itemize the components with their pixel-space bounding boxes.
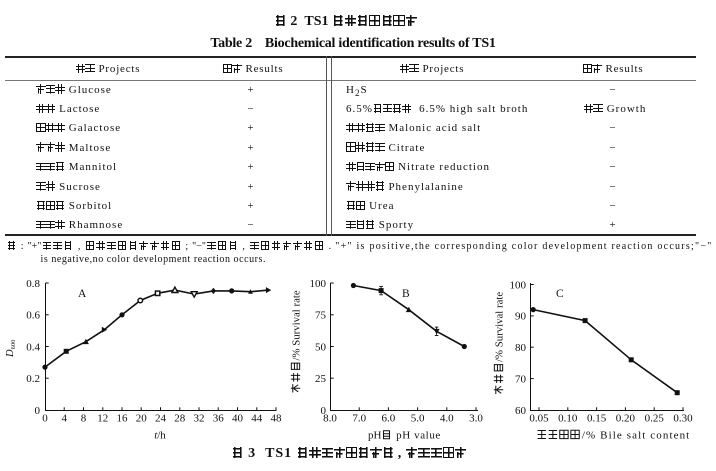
svg-text:80: 80	[515, 342, 527, 354]
svg-text:5.0: 5.0	[411, 413, 425, 425]
svg-text:B: B	[402, 288, 410, 300]
svg-text:12: 12	[97, 413, 108, 425]
svg-text:20: 20	[136, 413, 148, 425]
svg-text:25: 25	[315, 373, 327, 385]
svg-text:8: 8	[81, 413, 87, 425]
svg-text:90: 90	[515, 311, 527, 323]
svg-text:44: 44	[251, 413, 263, 425]
svg-text:0: 0	[42, 413, 48, 425]
svg-text:6.0: 6.0	[382, 413, 396, 425]
svg-text:75: 75	[315, 310, 327, 322]
svg-text:4: 4	[61, 413, 67, 425]
svg-text:24: 24	[155, 413, 167, 425]
svg-text:D600: D600	[5, 340, 17, 358]
svg-text:/% Survival rate: /% Survival rate	[494, 292, 506, 362]
svg-text:A: A	[78, 288, 87, 300]
svg-text:8.0: 8.0	[323, 413, 337, 425]
svg-text:0.20: 0.20	[616, 413, 636, 425]
svg-text:40: 40	[232, 413, 244, 425]
svg-text:70: 70	[515, 373, 527, 385]
svg-text:0.6: 0.6	[26, 310, 40, 322]
svg-text:0.15: 0.15	[587, 413, 607, 425]
svg-text:4.0: 4.0	[440, 413, 454, 425]
svg-text:28: 28	[174, 413, 186, 425]
svg-text:32: 32	[194, 413, 205, 425]
svg-text:0: 0	[35, 405, 41, 417]
svg-text:/% Bile salt content: /% Bile salt content	[582, 430, 690, 442]
svg-text:0.25: 0.25	[645, 413, 665, 425]
svg-text:48: 48	[271, 413, 283, 425]
svg-text:0.4: 0.4	[26, 341, 40, 353]
svg-text:0.2: 0.2	[26, 373, 40, 385]
svg-text:36: 36	[213, 413, 225, 425]
svg-text:C: C	[556, 288, 564, 300]
svg-text:100: 100	[510, 279, 527, 291]
svg-text:pH: pH	[368, 430, 382, 442]
svg-text:pH value: pH value	[396, 430, 441, 442]
svg-text:7.0: 7.0	[352, 413, 366, 425]
svg-text:0.8: 0.8	[26, 278, 40, 290]
svg-text:50: 50	[315, 341, 327, 353]
svg-text:0.30: 0.30	[673, 413, 693, 425]
svg-text:0.10: 0.10	[558, 413, 578, 425]
svg-text:3.0: 3.0	[469, 413, 483, 425]
svg-text:0.05: 0.05	[529, 413, 549, 425]
svg-text:t/h: t/h	[154, 430, 166, 442]
svg-text:60: 60	[515, 405, 527, 417]
svg-text:0: 0	[321, 405, 327, 417]
svg-text:16: 16	[117, 413, 129, 425]
svg-text:100: 100	[310, 278, 327, 290]
svg-text:/% Survival rate: /% Survival rate	[291, 290, 303, 360]
